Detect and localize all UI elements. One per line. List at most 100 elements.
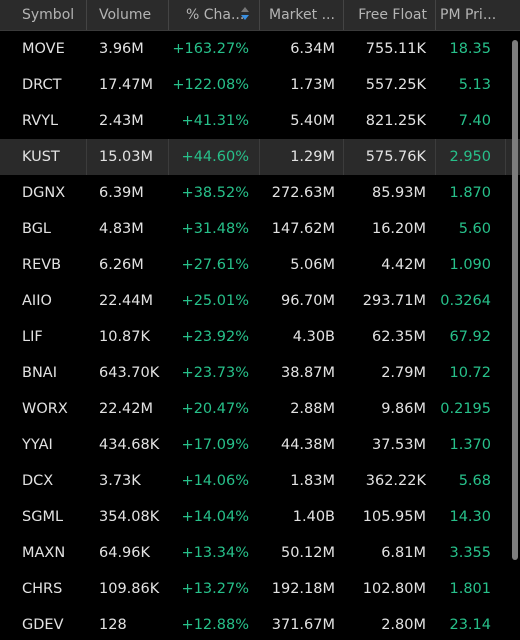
symbol-cell: YYAI (22, 437, 53, 453)
table-row[interactable]: DGNX 6.39M +38.52% 272.63M 85.93M 1.870 (0, 175, 520, 211)
percent-change-cell: +23.92% (181, 329, 249, 345)
percent-change-cell: +14.06% (181, 473, 249, 489)
market-cap-cell: 96.70M (280, 293, 335, 309)
vertical-scrollbar[interactable] (509, 40, 520, 640)
scrollbar-thumb[interactable] (512, 40, 518, 560)
column-header-symbol[interactable]: Symbol (0, 0, 87, 30)
free-float-cell: 85.93M (371, 185, 426, 201)
column-header-percent-change-label: % Cha... (186, 7, 245, 23)
percent-change-cell: +31.48% (181, 221, 249, 237)
table-row[interactable]: BGL 4.83M +31.48% 147.62M 16.20M 5.60 (0, 211, 520, 247)
market-cap-cell: 192.18M (271, 581, 335, 597)
volume-cell: 6.26M (99, 257, 144, 273)
table-row[interactable]: RVYL 2.43M +41.31% 5.40M 821.25K 7.40 (0, 103, 520, 139)
pm-price-cell: 0.3264 (440, 293, 491, 309)
symbol-cell: DGNX (22, 185, 66, 201)
table-row[interactable]: SGML 354.08K +14.04% 1.40B 105.95M 14.30 (0, 499, 520, 535)
market-cap-cell: 147.62M (271, 221, 335, 237)
market-cap-cell: 5.40M (290, 113, 335, 129)
volume-cell: 15.03M (87, 139, 169, 175)
table-row[interactable]: KUST 15.03M +44.60% 1.29M 575.76K 2.950 (0, 139, 520, 175)
free-float-cell: 557.25K (365, 77, 426, 93)
pm-price-cell: 3.355 (449, 545, 491, 561)
volume-cell: 3.73K (99, 473, 141, 489)
symbol-cell: LIF (22, 329, 43, 345)
table-row[interactable]: AIIO 22.44M +25.01% 96.70M 293.71M 0.3264 (0, 283, 520, 319)
table-row[interactable]: CHRS 109.86K +13.27% 192.18M 102.80M 1.801 (0, 571, 520, 607)
symbol-cell: CHRS (22, 581, 63, 597)
market-cap-cell: 1.73M (290, 77, 335, 93)
volume-cell: 643.70K (99, 365, 160, 381)
free-float-cell: 821.25K (365, 113, 426, 129)
market-cap-cell: 1.40B (292, 509, 335, 525)
table-row[interactable]: MOVE 3.96M +163.27% 6.34M 755.11K 18.35 (0, 31, 520, 67)
symbol-cell: MAXN (22, 545, 66, 561)
pm-price-cell: 23.14 (449, 617, 491, 633)
free-float-cell: 293.71M (362, 293, 426, 309)
pm-price-cell: 5.60 (458, 221, 491, 237)
table-row[interactable]: YYAI 434.68K +17.09% 44.38M 37.53M 1.370 (0, 427, 520, 463)
percent-change-cell: +12.88% (181, 617, 249, 633)
free-float-cell: 755.11K (365, 41, 426, 57)
percent-change-cell: +20.47% (181, 401, 249, 417)
pm-price-cell: 67.92 (449, 329, 491, 345)
free-float-cell: 2.80M (381, 617, 426, 633)
table-row[interactable]: REVB 6.26M +27.61% 5.06M 4.42M 1.090 (0, 247, 520, 283)
free-float-cell: 2.79M (381, 365, 426, 381)
table-row[interactable]: DRCT 17.47M +122.08% 1.73M 557.25K 5.13 (0, 67, 520, 103)
column-header-pm-price[interactable]: PM Pri... (440, 7, 497, 23)
percent-change-cell: +25.01% (181, 293, 249, 309)
percent-change-cell: +122.08% (172, 77, 249, 93)
percent-change-cell: +13.27% (181, 581, 249, 597)
market-cap-cell: 5.06M (290, 257, 335, 273)
symbol-cell: RVYL (22, 113, 59, 129)
market-cap-cell: 38.87M (280, 365, 335, 381)
free-float-cell: 62.35M (371, 329, 426, 345)
column-header-percent-change[interactable]: % Cha... (169, 0, 260, 30)
pm-price-cell: 2.950 (436, 139, 506, 175)
symbol-cell: GDEV (22, 617, 64, 633)
table-body: MOVE 3.96M +163.27% 6.34M 755.11K 18.35 DRCT 17… (0, 31, 520, 640)
sort-descending-icon (241, 7, 249, 23)
table-row[interactable]: WORX 22.42M +20.47% 2.88M 9.86M 0.2195 (0, 391, 520, 427)
volume-cell: 4.83M (99, 221, 144, 237)
volume-cell: 10.87K (99, 329, 151, 345)
table-row[interactable]: DCX 3.73K +14.06% 1.83M 362.22K 5.68 (0, 463, 520, 499)
volume-cell: 3.96M (99, 41, 144, 57)
table-header: Symbol Volume % Cha... Market ... Free F… (0, 0, 520, 31)
pm-price-cell: 18.35 (449, 41, 491, 57)
column-header-market-cap[interactable]: Market ... (260, 0, 344, 30)
percent-change-cell: +14.04% (181, 509, 249, 525)
free-float-cell: 362.22K (365, 473, 426, 489)
market-cap-cell: 50.12M (280, 545, 335, 561)
volume-cell: 2.43M (99, 113, 144, 129)
free-float-cell: 575.76K (344, 139, 436, 175)
market-cap-cell: 2.88M (290, 401, 335, 417)
market-cap-cell: 272.63M (271, 185, 335, 201)
pm-price-cell: 1.801 (449, 581, 491, 597)
column-header-free-float[interactable]: Free Float (344, 0, 436, 30)
pm-price-cell: 5.13 (458, 77, 491, 93)
pm-price-cell: 1.870 (449, 185, 491, 201)
market-cap-cell: 1.29M (260, 139, 344, 175)
table-row[interactable]: GDEV 128 +12.88% 371.67M 2.80M 23.14 (0, 607, 520, 640)
symbol-cell: MOVE (22, 41, 65, 57)
symbol-cell: KUST (0, 139, 87, 175)
market-cap-cell: 371.67M (271, 617, 335, 633)
free-float-cell: 37.53M (371, 437, 426, 453)
symbol-cell: DCX (22, 473, 54, 489)
column-header-volume[interactable]: Volume (87, 0, 169, 30)
volume-cell: 434.68K (99, 437, 160, 453)
volume-cell: 22.44M (99, 293, 154, 309)
table-row[interactable]: MAXN 64.96K +13.34% 50.12M 6.81M 3.355 (0, 535, 520, 571)
pm-price-cell: 7.40 (458, 113, 491, 129)
percent-change-cell: +44.60% (169, 139, 260, 175)
table-row[interactable]: BNAI 643.70K +23.73% 38.87M 2.79M 10.72 (0, 355, 520, 391)
pm-price-cell: 14.30 (449, 509, 491, 525)
percent-change-cell: +41.31% (181, 113, 249, 129)
table-row[interactable]: LIF 10.87K +23.92% 4.30B 62.35M 67.92 (0, 319, 520, 355)
market-cap-cell: 1.83M (290, 473, 335, 489)
free-float-cell: 102.80M (362, 581, 426, 597)
volume-cell: 128 (99, 617, 127, 633)
